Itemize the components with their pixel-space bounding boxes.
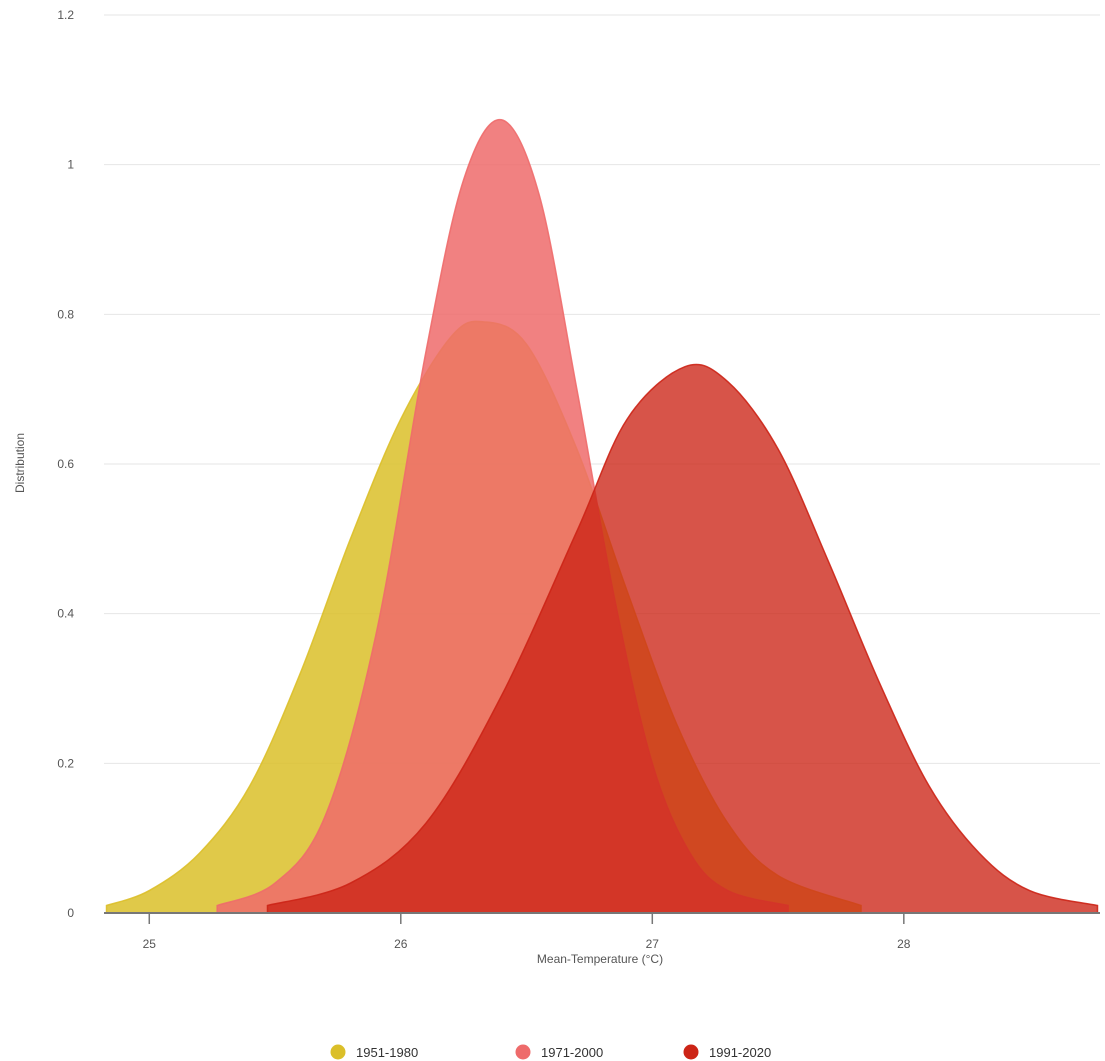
y-tick-label: 0	[67, 906, 74, 920]
x-tick-label: 27	[646, 937, 660, 951]
axes: 0 0.2 0.4 0.6 0.8 1 1.2 25 26 27 28	[57, 8, 1100, 951]
y-tick-label: 0.4	[57, 607, 74, 621]
y-tick-label: 0.2	[57, 756, 74, 770]
x-axis-title: Mean-Temperature (°C)	[537, 952, 663, 966]
y-tick-label: 1	[67, 158, 74, 172]
x-tick-label: 26	[394, 937, 408, 951]
legend-label: 1951-1980	[356, 1045, 418, 1060]
legend-label: 1991-2020	[709, 1045, 771, 1060]
legend-marker-1951-1980	[330, 1044, 346, 1060]
legend: 1951-1980 1971-2000 1991-2020	[330, 1044, 771, 1060]
y-tick-label: 0.6	[57, 457, 74, 471]
x-tick-label: 28	[897, 937, 911, 951]
legend-marker-1971-2000	[515, 1044, 531, 1060]
series-area-1991-2020	[266, 363, 1099, 914]
y-tick-label: 0.8	[57, 307, 74, 321]
legend-marker-1991-2020	[683, 1044, 699, 1060]
legend-label: 1971-2000	[541, 1045, 603, 1060]
y-tick-label: 1.2	[57, 8, 74, 22]
y-axis-title: Distribution	[13, 433, 27, 493]
x-tick-label: 25	[143, 937, 157, 951]
gridlines	[104, 14, 1100, 764]
series-areas	[105, 119, 1099, 914]
